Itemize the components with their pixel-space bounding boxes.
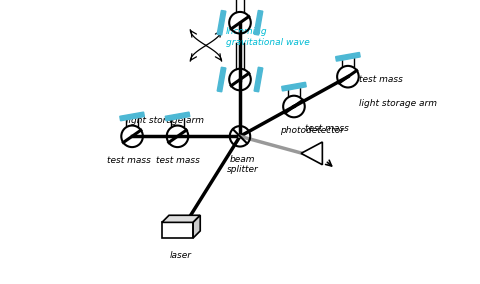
Text: test mass: test mass — [305, 124, 349, 133]
Polygon shape — [301, 142, 323, 165]
Polygon shape — [217, 11, 226, 35]
Polygon shape — [120, 112, 144, 121]
Text: light storage arm: light storage arm — [360, 99, 437, 108]
Polygon shape — [254, 11, 263, 35]
Polygon shape — [336, 53, 360, 61]
Polygon shape — [165, 112, 190, 121]
Text: beam
splitter: beam splitter — [227, 155, 259, 174]
Polygon shape — [282, 82, 306, 91]
Text: photodetector: photodetector — [280, 126, 345, 135]
Text: light storage arm: light storage arm — [126, 116, 204, 125]
Polygon shape — [193, 215, 200, 238]
Text: Incoming
gravitational wave: Incoming gravitational wave — [226, 27, 310, 47]
Polygon shape — [217, 67, 226, 92]
Polygon shape — [162, 222, 193, 238]
Polygon shape — [254, 67, 263, 92]
Text: test mass: test mass — [360, 75, 403, 84]
Polygon shape — [162, 215, 200, 222]
Text: test mass: test mass — [108, 156, 151, 165]
Text: test mass: test mass — [156, 156, 200, 165]
Text: laser: laser — [169, 251, 192, 260]
